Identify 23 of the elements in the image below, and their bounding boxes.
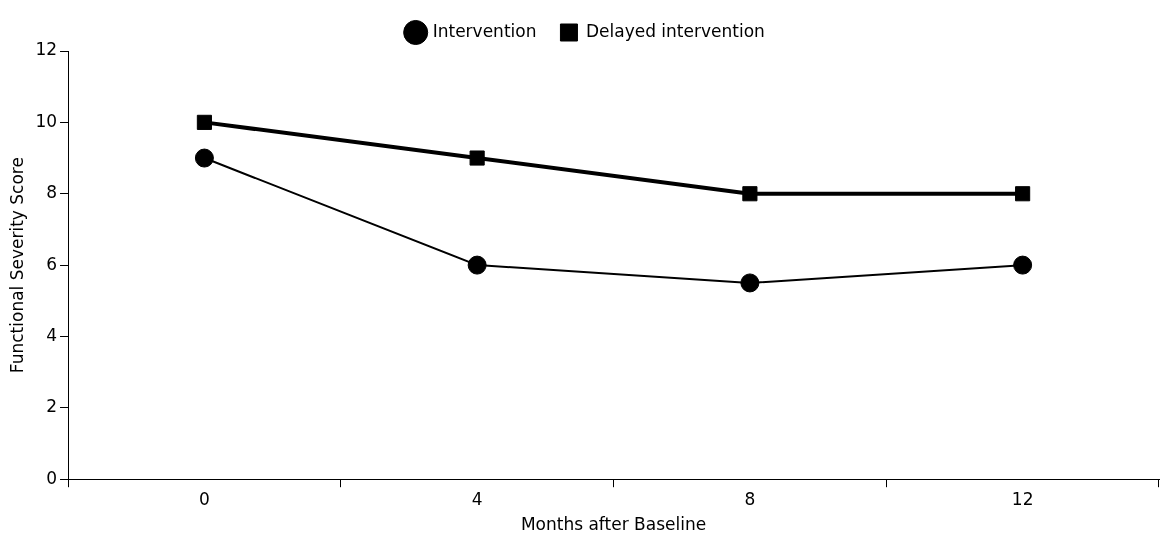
point bbox=[742, 186, 758, 202]
y-tick-label: 12 bbox=[35, 39, 58, 60]
x-tick-label: 0 bbox=[198, 488, 210, 509]
point bbox=[469, 150, 485, 166]
y-axis-title: Functional Severity Score bbox=[6, 157, 27, 374]
y-tick-label: 6 bbox=[46, 253, 58, 274]
point bbox=[194, 148, 214, 168]
y-tick-label: 8 bbox=[46, 182, 58, 203]
x-tick-label: 4 bbox=[471, 488, 483, 509]
point bbox=[740, 273, 760, 293]
x-tick-label: 12 bbox=[1011, 488, 1034, 509]
x-tick-label: 8 bbox=[744, 488, 756, 509]
y-tick-label: 0 bbox=[46, 467, 58, 488]
x-axis-title: Months after Baseline bbox=[520, 514, 707, 535]
point bbox=[467, 255, 487, 275]
point bbox=[196, 114, 212, 130]
point bbox=[1013, 255, 1033, 275]
legend-label: Intervention bbox=[432, 20, 537, 41]
y-tick-label: 2 bbox=[46, 396, 58, 417]
y-tick-label: 10 bbox=[35, 110, 58, 131]
legend-label: Delayed intervention bbox=[585, 20, 765, 41]
point bbox=[1015, 186, 1031, 202]
y-tick-label: 4 bbox=[46, 324, 58, 345]
